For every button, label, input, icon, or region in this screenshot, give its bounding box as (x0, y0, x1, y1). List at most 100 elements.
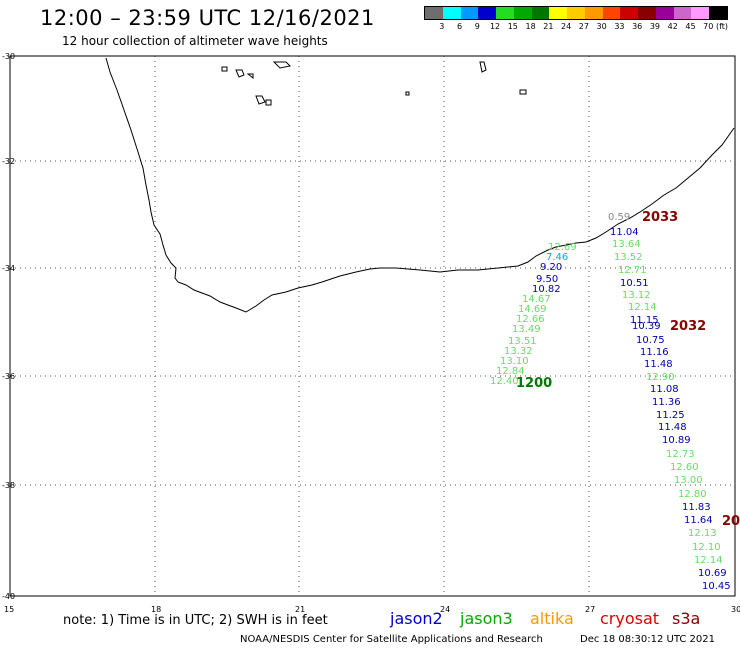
swh-label: 11.08 (650, 384, 679, 395)
satellite-name: altika (530, 609, 574, 628)
track-time-label: 2032 (670, 319, 706, 334)
color-legend: 3 6 9 12 15 18 21 24 27 30 33 36 39 42 45 70 (ft) (424, 6, 728, 31)
swh-label: 11.36 (652, 397, 681, 408)
legend-label: 24 (561, 22, 572, 31)
swh-label: 0.59 (608, 212, 630, 223)
legend-swatch (602, 7, 621, 19)
swh-label: 11.04 (610, 227, 639, 238)
swh-label: 9.20 (540, 262, 562, 273)
legend-swatch (584, 7, 603, 19)
lat-label: -38 (2, 481, 15, 490)
swh-label: 13.12 (622, 290, 651, 301)
timestamp-text: Dec 18 08:30:12 UTC 2021 (580, 634, 715, 645)
legend-swatch (478, 7, 497, 19)
legend-label: 15 (507, 22, 518, 31)
legend-label: 6 (456, 22, 463, 31)
lat-label: -40 (2, 592, 15, 601)
swh-label: 13.32 (504, 346, 533, 357)
map-frame (9, 55, 736, 597)
satellite-name: jason3 (460, 609, 513, 628)
legend-label: 30 (596, 22, 607, 31)
satellite-name: s3a (672, 609, 701, 628)
map-title: 12:00 – 23:59 UTC 12/16/2021 (40, 6, 375, 30)
legend-swatch (620, 7, 639, 19)
legend-label: 70 (703, 22, 714, 31)
swh-label: 13.49 (512, 324, 541, 335)
swh-label: 10.82 (532, 284, 561, 295)
legend-swatch (460, 7, 479, 19)
swh-label: 12.69 (548, 242, 577, 253)
legend-swatch (709, 7, 728, 19)
swh-label: 12.14 (628, 302, 657, 313)
lat-label: -34 (2, 264, 15, 273)
swh-label: 10.89 (662, 435, 691, 446)
satellite-name: cryosat (600, 609, 660, 628)
swh-label: 12.71 (618, 265, 647, 276)
legend-label: 9 (474, 22, 480, 31)
legend-swatch (425, 7, 443, 19)
swh-label: 10.39 (632, 321, 661, 332)
track-time-label: 2033 (642, 210, 678, 225)
lat-label: -30 (2, 52, 15, 61)
footer-note: note: 1) Time is in UTC; 2) SWH is in fe… (63, 613, 328, 628)
legend-label: 33 (614, 22, 625, 31)
legend-swatch (673, 7, 692, 19)
swh-label: 13.52 (614, 252, 643, 263)
legend-color-bar (424, 6, 728, 20)
lon-label: 15 (4, 605, 14, 614)
lon-label: 21 (295, 605, 305, 614)
lon-label: 24 (440, 605, 450, 614)
legend-swatch (531, 7, 550, 19)
track-time-label: 1200 (516, 376, 552, 391)
legend-swatch (567, 7, 585, 19)
legend-swatch (638, 7, 656, 19)
legend-label: 21 (543, 22, 554, 31)
swh-label: 13.10 (500, 356, 529, 367)
swh-label: 7.46 (546, 252, 568, 263)
swh-label: 12.73 (666, 449, 695, 460)
swh-label: 11.48 (644, 359, 673, 370)
swh-label: 12.60 (670, 462, 699, 473)
lat-label: -36 (2, 372, 15, 381)
swh-label: 13.51 (508, 336, 537, 347)
swh-label: 12.66 (516, 314, 545, 325)
swh-label: 11.25 (656, 410, 685, 421)
swh-label: 11.16 (640, 347, 669, 358)
swh-label: 10.75 (636, 335, 665, 346)
map-subtitle: 12 hour collection of altimeter wave hei… (62, 34, 328, 48)
legend-label: (ft) (715, 22, 729, 31)
swh-label: 10.51 (620, 278, 649, 289)
lon-label: 27 (585, 605, 595, 614)
swh-label: 13.00 (674, 475, 703, 486)
legend-swatch (442, 7, 461, 19)
legend-swatch (496, 7, 514, 19)
swh-label: 10.45 (702, 581, 731, 592)
legend-swatch (655, 7, 674, 19)
legend-label: 3 (439, 22, 445, 31)
legend-label: 42 (667, 22, 678, 31)
lon-label: 30 (731, 605, 740, 614)
legend-label: 27 (578, 22, 589, 31)
credit-text: NOAA/NESDIS Center for Satellite Applica… (240, 634, 543, 645)
lat-label: -32 (2, 157, 15, 166)
swh-label: 12.14 (694, 555, 723, 566)
swh-label: 14.69 (518, 304, 547, 315)
swh-label: 10.69 (698, 568, 727, 579)
map-grid: -30 -32 -34 -36 -38 -40 15 18 21 24 27 30 (2, 52, 740, 614)
swh-label: 12.10 (692, 542, 721, 553)
legend-label: 12 (489, 22, 501, 31)
satellite-name: jason2 (390, 609, 443, 628)
swh-label: 11.15 (630, 315, 659, 326)
swh-label: 12.80 (678, 489, 707, 500)
swh-label: 9.50 (536, 274, 558, 285)
swh-label: 12.90 (646, 372, 675, 383)
coastline (105, 57, 735, 313)
legend-label: 45 (685, 22, 696, 31)
swh-label: 11.64 (684, 515, 713, 526)
swh-label: 11.48 (658, 422, 687, 433)
legend-label: 36 (632, 22, 643, 31)
legend-swatch (549, 7, 568, 19)
swh-label: 14.67 (522, 294, 551, 305)
swh-label: 12.40 (490, 376, 519, 387)
swh-label: 11.83 (682, 502, 711, 513)
